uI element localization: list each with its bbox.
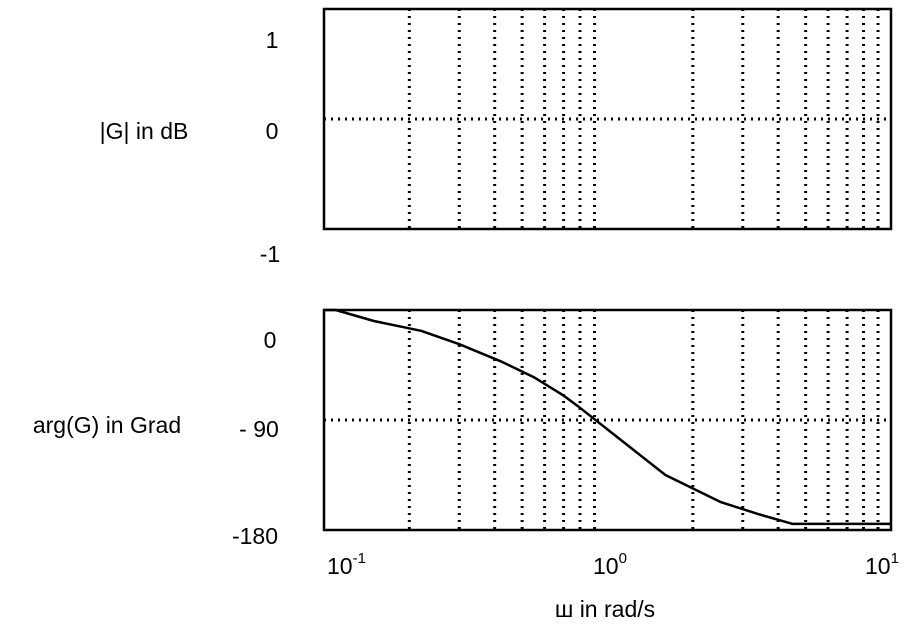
phase-panel: arg(G) in Grad 0 - 90 -180 10-1 100 101 … [33,308,899,622]
phase-tick-label-top: 0 [264,327,277,353]
phase-frame [322,308,893,532]
x-tick-exponent: 1 [891,550,899,567]
magnitude-tick-label-top: 1 [266,27,279,53]
x-tick-label-10: 101 [865,550,899,579]
magnitude-panel: |G| in dB 1 0 -1 [100,7,893,267]
x-tick-label-0.1: 10-1 [327,550,366,579]
phase-tick-label-bottom: -180 [232,523,278,549]
magnitude-axis-label: |G| in dB [100,118,189,144]
phase-tick-label-mid: - 90 [239,416,279,442]
x-axis-label: ш in rad/s [555,596,655,622]
x-tick-base: 10 [327,553,353,579]
magnitude-frame [322,7,893,231]
x-tick-base: 10 [593,553,619,579]
x-tick-label-1: 100 [593,550,627,579]
magnitude-tick-label-bottom: -1 [260,241,280,267]
x-tick-base: 10 [865,553,891,579]
x-tick-exponent: 0 [619,550,627,567]
phase-series-line [324,308,891,526]
magnitude-grid [324,9,891,229]
magnitude-tick-label-mid: 0 [266,118,279,144]
x-tick-exponent: -1 [353,550,366,567]
phase-axis-label: arg(G) in Grad [33,412,181,438]
phase-grid [324,310,891,530]
